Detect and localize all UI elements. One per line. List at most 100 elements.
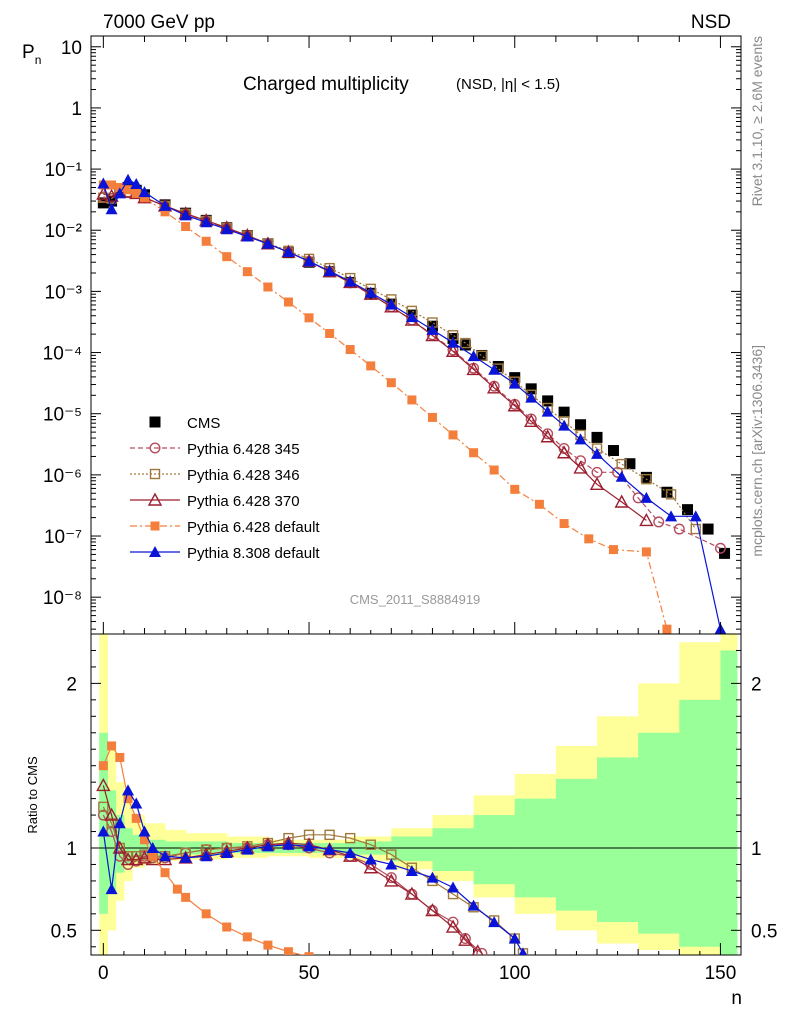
main-y-ticks: 10⁻⁸ 10⁻⁷ 10⁻⁶ 10⁻⁵ 10⁻⁴ 10⁻³ 10⁻² 10⁻¹ 1 10 xyxy=(43,38,741,630)
data-point xyxy=(689,510,702,522)
ratio-series-3 xyxy=(98,741,314,955)
uncertainty-band-inner xyxy=(432,828,475,872)
data-point xyxy=(641,473,652,485)
data-point xyxy=(105,203,118,215)
data-point xyxy=(591,431,603,443)
data-point xyxy=(640,471,652,483)
data-point xyxy=(107,180,117,190)
ratio-y-tick-label-right: 2 xyxy=(751,674,762,695)
data-point xyxy=(719,547,731,559)
ratio-point xyxy=(137,850,152,864)
ratio-point xyxy=(179,851,192,863)
y-tick-label: 10⁻⁸ xyxy=(43,588,82,609)
data-point xyxy=(524,413,539,428)
data-point xyxy=(459,339,471,351)
ratio-panel: 0 50 100 150 0.5 0.5 1 1 2 2 xyxy=(51,36,777,984)
data-point xyxy=(304,313,314,323)
data-point xyxy=(558,419,571,431)
process-label: NSD xyxy=(691,12,731,33)
ratio-frame xyxy=(90,633,742,956)
ratio-point xyxy=(98,801,109,813)
data-point xyxy=(542,428,554,440)
data-point xyxy=(540,429,555,443)
legend-label: CMS xyxy=(187,415,220,432)
legend-label: Pythia 8.308 default xyxy=(187,545,320,562)
uncertainty-band-inner xyxy=(473,815,516,885)
legend-marker xyxy=(149,546,161,557)
data-point xyxy=(385,298,398,310)
ratio-point xyxy=(122,851,134,862)
ratio-y-tick-label: 2 xyxy=(66,674,77,695)
uncertainty-band-inner xyxy=(720,650,738,955)
ratio-y-tick-label: 0.5 xyxy=(51,921,77,942)
uncertainty-band-inner xyxy=(679,699,721,947)
ratio-bands xyxy=(99,634,738,955)
ratio-y-tick-label: 1 xyxy=(66,839,77,860)
data-point xyxy=(222,252,232,262)
data-point xyxy=(690,523,701,535)
data-point xyxy=(614,494,629,508)
data-point xyxy=(122,173,135,185)
data-point xyxy=(242,267,252,277)
ratio-point xyxy=(303,840,316,852)
ratio-point xyxy=(97,825,110,837)
ratio-point xyxy=(138,825,151,837)
data-point xyxy=(323,265,336,277)
ratio-point xyxy=(146,842,159,853)
y-axis-label-sub: n xyxy=(35,53,42,67)
ratio-series-4 xyxy=(97,784,528,955)
ratio-point xyxy=(323,843,336,855)
data-point xyxy=(386,378,396,388)
data-point xyxy=(584,534,594,544)
data-point xyxy=(130,178,143,190)
data-point xyxy=(261,237,274,249)
ratio-y-axis-label: Ratio to CMS xyxy=(25,756,40,834)
uncertainty-band-inner xyxy=(555,778,598,911)
data-point xyxy=(607,445,619,457)
data-point xyxy=(139,193,149,203)
data-point xyxy=(575,455,587,467)
ratio-point xyxy=(404,886,420,900)
data-point xyxy=(489,465,499,475)
data-point xyxy=(467,350,480,362)
ratio-point xyxy=(458,932,473,946)
x-tick-label: 100 xyxy=(499,963,531,984)
data-point xyxy=(653,516,665,528)
y-tick-label: 10⁻² xyxy=(45,221,83,242)
data-point xyxy=(492,360,504,372)
data-point xyxy=(344,275,357,287)
uncertainty-band-inner xyxy=(391,836,433,862)
ratio-point xyxy=(425,903,440,917)
side-label-bottom: mcplots.cern.ch [arXiv:1306.3436] xyxy=(749,345,765,557)
ratio-point xyxy=(113,817,126,829)
y-tick-label: 10⁻⁷ xyxy=(44,527,82,548)
data-point xyxy=(364,286,377,298)
data-point xyxy=(589,476,605,491)
ratio-point xyxy=(445,919,461,933)
ratio-y-ticks: 0.5 0.5 1 1 2 2 xyxy=(51,649,777,948)
ratio-point xyxy=(123,794,133,804)
legend-marker xyxy=(149,442,161,454)
series-line xyxy=(103,184,668,630)
x-tick-label: 50 xyxy=(298,963,319,984)
ratio-point xyxy=(160,868,170,878)
ratio-point xyxy=(344,846,357,858)
data-point xyxy=(714,542,726,554)
ratio-point xyxy=(426,871,439,883)
data-point xyxy=(469,448,479,458)
data-point xyxy=(641,547,651,557)
ratio-point xyxy=(122,784,135,796)
series-line xyxy=(103,191,721,549)
data-point xyxy=(445,343,461,357)
data-point xyxy=(303,255,316,267)
data-point xyxy=(160,207,170,217)
data-point xyxy=(325,328,335,338)
data-point xyxy=(131,188,141,198)
main-title: Charged multiplicity xyxy=(243,74,409,95)
ratio-point xyxy=(96,777,111,792)
y-tick-label: 10⁻³ xyxy=(45,282,83,303)
ratio-point xyxy=(159,850,172,862)
legend-label: Pythia 6.428 default xyxy=(187,519,320,536)
ratio-point xyxy=(324,829,335,841)
data-point xyxy=(366,361,376,371)
